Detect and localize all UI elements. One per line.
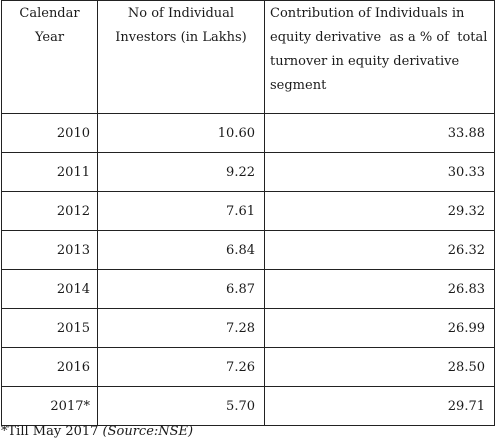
cell-investors: 5.70 <box>97 386 265 426</box>
cell-contribution: 30.33 <box>264 152 495 192</box>
header-contrib-line-4: segment <box>270 78 327 93</box>
cell-investors: 6.87 <box>97 269 265 309</box>
cell-contribution: 26.99 <box>264 308 495 348</box>
cell-year: 2016 <box>1 347 98 387</box>
cell-contribution: 26.32 <box>264 230 495 270</box>
cell-year: 2013 <box>1 230 98 270</box>
table-row: 2012 7.61 29.32 <box>1 191 495 231</box>
header-investors-line-2: Investors (in Lakhs) <box>115 30 247 45</box>
cell-investors: 7.28 <box>97 308 265 348</box>
header-contribution: Contribution of Individuals in equity de… <box>264 0 495 114</box>
header-contrib-line-1: Contribution of Individuals in <box>270 6 465 21</box>
table-body: 2010 10.60 33.88 2011 9.22 30.33 2012 7.… <box>1 113 495 426</box>
header-investors-line-1: No of Individual <box>127 6 235 21</box>
investors-table: Calendar Year No of Individual Investors… <box>1 0 495 426</box>
cell-year: 2014 <box>1 269 98 309</box>
footnote-source: (Source:NSE) <box>102 424 194 439</box>
header-calendar-year: Calendar Year <box>1 0 98 114</box>
cell-investors: 7.61 <box>97 191 265 231</box>
cell-contribution: 29.71 <box>264 386 495 426</box>
cell-contribution: 33.88 <box>264 113 495 153</box>
header-contrib-line-3: turnover in equity derivative <box>270 54 460 69</box>
cell-investors: 7.26 <box>97 347 265 387</box>
table-row: 2011 9.22 30.33 <box>1 152 495 192</box>
cell-year: 2017* <box>1 386 98 426</box>
cell-year: 2012 <box>1 191 98 231</box>
table-row: 2013 6.84 26.32 <box>1 230 495 270</box>
table-row: 2016 7.26 28.50 <box>1 347 495 387</box>
table-footnote: *Till May 2017 (Source:NSE) <box>1 424 193 440</box>
table-row: 2010 10.60 33.88 <box>1 113 495 153</box>
header-row: Calendar Year No of Individual Investors… <box>1 0 495 114</box>
header-year-line-1: Calendar <box>19 6 80 21</box>
table-row: 2014 6.87 26.83 <box>1 269 495 309</box>
cell-investors: 9.22 <box>97 152 265 192</box>
table-header: Calendar Year No of Individual Investors… <box>1 0 495 114</box>
footnote-text: *Till May 2017 <box>1 424 103 439</box>
header-year-line-2: Year <box>34 30 65 45</box>
cell-year: 2011 <box>1 152 98 192</box>
cell-contribution: 29.32 <box>264 191 495 231</box>
header-contrib-line-2: equity derivative as a % of total <box>270 30 488 45</box>
cell-year: 2010 <box>1 113 98 153</box>
header-individual-investors: No of Individual Investors (in Lakhs) <box>97 0 265 114</box>
cell-investors: 6.84 <box>97 230 265 270</box>
table-row: 2015 7.28 26.99 <box>1 308 495 348</box>
cell-year: 2015 <box>1 308 98 348</box>
cell-contribution: 28.50 <box>264 347 495 387</box>
cell-investors: 10.60 <box>97 113 265 153</box>
table-row: 2017* 5.70 29.71 <box>1 386 495 426</box>
cell-contribution: 26.83 <box>264 269 495 309</box>
